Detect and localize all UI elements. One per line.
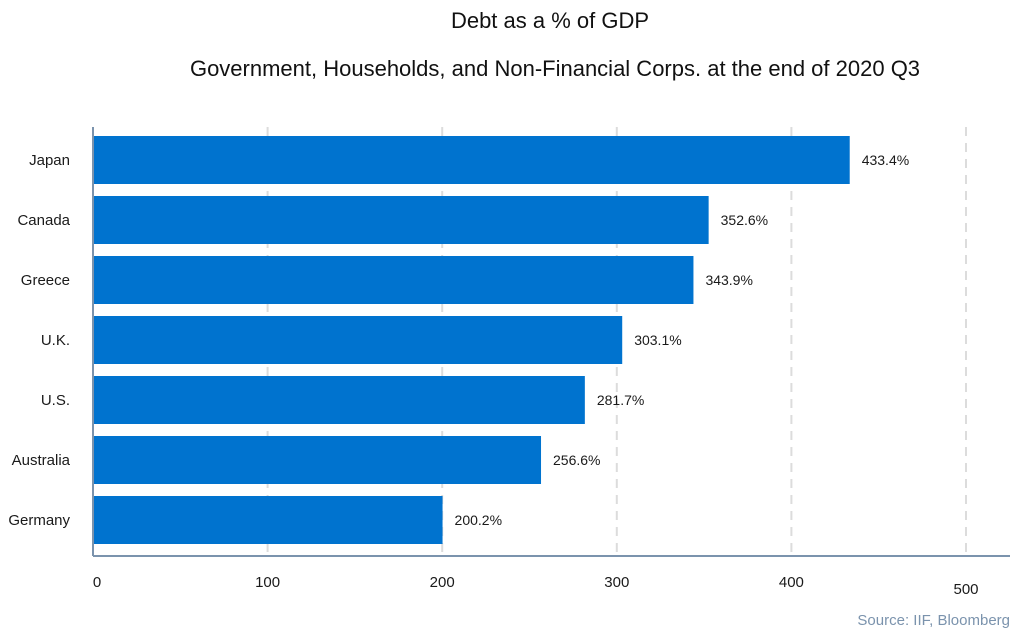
x-tick-label-1: 100: [255, 574, 280, 591]
value-label-4: 281.7%: [597, 392, 644, 408]
chart-title: Debt as a % of GDP: [450, 8, 650, 33]
bar-6: [93, 496, 443, 544]
x-tick-label-4: 400: [779, 574, 804, 591]
bar-4: [93, 376, 585, 424]
x-tick-label-0: 0: [93, 574, 101, 591]
x-tick-label-2: 200: [430, 574, 455, 591]
source-note: Source: IIF, Bloomberg: [857, 612, 1010, 629]
x-tick-label-3: 300: [604, 574, 629, 591]
category-label-6: Germany: [8, 512, 70, 529]
x-tick-label-5: 500: [953, 581, 978, 598]
value-label-0: 433.4%: [862, 152, 909, 168]
bar-2: [93, 256, 694, 304]
category-label-4: U.S.: [41, 392, 70, 409]
chart-subtitle: Government, Households, and Non-Financia…: [189, 56, 921, 81]
value-label-1: 352.6%: [721, 212, 768, 228]
bar-1: [93, 196, 709, 244]
bar-3: [93, 316, 623, 364]
value-label-6: 200.2%: [455, 512, 502, 528]
category-label-2: Greece: [21, 272, 70, 289]
value-label-3: 303.1%: [634, 332, 681, 348]
value-label-2: 343.9%: [705, 272, 752, 288]
bar-5: [93, 436, 542, 484]
category-label-0: Japan: [29, 152, 70, 169]
category-label-1: Canada: [17, 212, 70, 229]
bar-0: [93, 136, 850, 184]
category-label-3: U.K.: [41, 332, 70, 349]
category-label-5: Australia: [12, 452, 71, 469]
value-label-5: 256.6%: [553, 452, 600, 468]
